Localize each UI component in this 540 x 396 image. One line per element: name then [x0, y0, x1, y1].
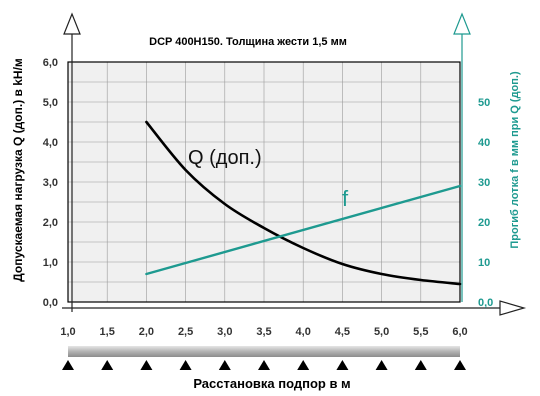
y-tick-label: 4,0	[43, 137, 58, 149]
x-tick-labels: 1,0 1,5 2,0 2,5 3,0 3,5 4,0 4,5 5,0 5,5 6,0	[60, 326, 467, 338]
x-tick-label: 1,5	[100, 326, 115, 338]
support-triangle	[297, 360, 310, 370]
y-tick-label: 0,0	[43, 297, 58, 309]
y-tick-labels: 0,0 1,0 2,0 3,0 4,0 5,0 6,0	[43, 57, 58, 309]
y2-tick-label: 30	[478, 177, 490, 189]
series-label-f: f	[342, 186, 349, 211]
y-tick-label: 2,0	[43, 217, 58, 229]
support-triangle	[336, 360, 349, 370]
x-tick-label: 3,5	[256, 326, 271, 338]
y2-axis-label: Прогиб лотка f в мм при Q (доп.)	[509, 71, 521, 249]
y2-tick-label: 50	[478, 97, 490, 109]
x-tick-label: 5,5	[413, 326, 428, 338]
x-tick-label: 4,5	[335, 326, 350, 338]
support-triangle	[101, 360, 114, 370]
y2-tick-label: 20	[478, 217, 490, 229]
series-line-f	[145, 184, 462, 276]
y2-tick-label: 40	[478, 137, 490, 149]
chart-title: DCP 400H150. Толщина жести 1,5 мм	[149, 36, 347, 48]
x-tick-label: 2,5	[178, 326, 193, 338]
y2-axis-arrow	[453, 12, 471, 302]
y2-tick-label: 0,0	[478, 297, 493, 309]
y-tick-label: 1,0	[43, 257, 58, 269]
support-triangle	[218, 360, 231, 370]
support-triangle	[454, 360, 466, 370]
support-bar	[68, 346, 460, 357]
x-tick-label: 2,0	[139, 326, 154, 338]
x-tick-label: 6,0	[452, 326, 467, 338]
y2-tick-label: 10	[478, 257, 490, 269]
support-triangle	[375, 360, 388, 370]
y-tick-label: 5,0	[43, 97, 58, 109]
y-axis-label: Допускаемая нагрузка Q (доп.) в kH/м	[11, 58, 25, 282]
y-axis-arrow	[63, 12, 81, 312]
support-triangle	[140, 360, 153, 370]
plot-frame	[67, 61, 461, 303]
y2-tick-labels: 0,0 10 20 30 40 50	[478, 97, 493, 309]
support-triangle	[414, 360, 427, 370]
y-tick-label: 3,0	[43, 177, 58, 189]
series-line-q	[145, 120, 462, 286]
y-tick-label: 6,0	[43, 57, 58, 69]
series-label-q: Q (доп.)	[188, 147, 262, 169]
x-tick-label: 1,0	[60, 326, 75, 338]
series-layer	[145, 120, 462, 286]
x-tick-label: 4,0	[296, 326, 311, 338]
x-axis-label: Расстановка подпор в м	[193, 376, 350, 391]
supports	[62, 360, 466, 370]
support-triangle	[62, 360, 74, 370]
support-triangle	[258, 360, 270, 370]
x-tick-label: 5,0	[374, 326, 389, 338]
support-triangle	[179, 360, 192, 370]
x-axis-arrow	[62, 300, 527, 316]
x-tick-label: 3,0	[217, 326, 232, 338]
